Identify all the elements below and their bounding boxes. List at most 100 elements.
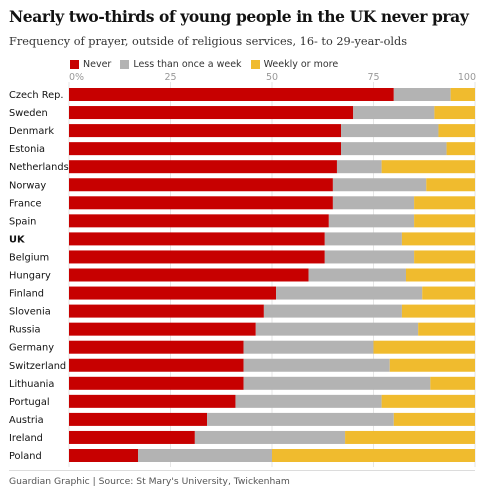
category-label: Norway (9, 180, 46, 191)
bar-segment (430, 376, 475, 390)
bar-segment (434, 106, 475, 120)
bar-segment (243, 340, 374, 354)
bar-segment (401, 304, 475, 318)
legend-swatch-weekly-or-more (250, 59, 260, 69)
bar-segment (381, 160, 475, 174)
bar-segment (69, 376, 244, 390)
bar-segment (393, 412, 475, 426)
bar-segment (138, 449, 272, 462)
bar-segment (308, 268, 406, 282)
category-label: Denmark (9, 126, 54, 137)
category-label: Hungary (9, 271, 51, 282)
bar-segment (243, 376, 431, 390)
bar-segment (69, 430, 195, 444)
bar-segment (328, 214, 415, 228)
bar-segment (414, 214, 475, 228)
bar-segment (69, 88, 394, 101)
bar-segment (69, 232, 325, 246)
legend-item-never: Never (70, 59, 111, 70)
x-tick-label: 25 (164, 72, 176, 83)
bar-segment (341, 142, 447, 156)
bar-segment (69, 124, 342, 138)
category-label: Czech Rep. (9, 90, 63, 101)
bar-segment (69, 106, 354, 120)
bar-segment (405, 268, 475, 282)
legend-item-less-than-weekly: Less than once a week (120, 58, 242, 70)
legend-label-weekly-or-more: Weekly or more (263, 58, 339, 70)
legend-swatch-never (70, 59, 79, 69)
bar-segment (324, 250, 415, 264)
legend-label-never: Never (83, 58, 112, 70)
bar-segment (381, 394, 475, 408)
bar-segment (69, 358, 244, 372)
bar-segment (69, 286, 277, 300)
bar-segment (341, 124, 439, 138)
chart-legend: Never Less than once a week Weekly or mo… (70, 57, 347, 71)
bar-segment (353, 106, 435, 120)
bar-segment (69, 250, 325, 264)
bar-segment (263, 304, 402, 318)
bar-segment (243, 358, 390, 372)
category-label: Slovenia (9, 307, 51, 318)
category-label: Russia (9, 325, 41, 336)
bar-segment (276, 286, 423, 300)
chart-subtitle: Frequency of prayer, outside of religiou… (9, 35, 408, 48)
legend-swatch-less-than-weekly (120, 59, 130, 69)
bar-segment (422, 286, 475, 300)
bar-segment (332, 178, 427, 192)
category-label: Belgium (9, 252, 49, 263)
category-label: Lithuania (9, 379, 54, 390)
bar-segment (69, 449, 139, 462)
bar-segment (272, 449, 475, 462)
bar-segment (69, 178, 333, 192)
stacked-bar-chart: 0% 25 50 75 100 Czech Rep. Sweden Denmark Estoni… (9, 72, 476, 468)
bar-segment (69, 394, 236, 408)
category-label: Portugal (9, 397, 50, 408)
bar-segment (69, 268, 309, 282)
legend-item-weekly-or-more: Weekly or more (250, 58, 339, 70)
bar-segment (414, 196, 475, 210)
bar-segment (426, 178, 475, 192)
bar-segment (235, 394, 382, 408)
bar-segment (414, 250, 475, 264)
category-label: France (9, 198, 42, 209)
category-label: Spain (9, 216, 36, 227)
bar-segment (69, 304, 264, 318)
category-label: Switzerland (9, 361, 66, 372)
bar-segment (69, 340, 244, 354)
chart-title: Nearly two-thirds of young people in the… (9, 7, 469, 26)
bar-segment (324, 232, 402, 246)
bar-segment (373, 340, 475, 354)
bar-segment (438, 124, 475, 138)
bar-segment (69, 412, 208, 426)
x-tick-label: 0% (69, 72, 84, 83)
bar-segment (332, 196, 415, 210)
category-label: Poland (9, 451, 42, 462)
bar-segment (69, 196, 333, 210)
bar-segment (345, 430, 475, 444)
bar-segment (194, 430, 346, 444)
source-note: Guardian Graphic | Source: St Mary's Uni… (9, 476, 290, 487)
x-tick-label: 50 (266, 72, 278, 83)
bar-segment (69, 214, 329, 228)
x-tick-label: 100 (458, 72, 476, 83)
category-label: Netherlands (9, 162, 69, 173)
category-label: Germany (9, 343, 54, 354)
bar-segment (418, 322, 475, 336)
bar-segment (255, 322, 419, 336)
category-label: Ireland (9, 433, 43, 444)
bar-segment (69, 142, 342, 156)
category-label: Sweden (9, 108, 48, 119)
bar-segment (401, 232, 475, 246)
footer-rule (9, 470, 475, 471)
bar-segment (69, 160, 337, 174)
category-label: Estonia (9, 144, 45, 155)
x-tick-label: 75 (367, 72, 379, 83)
bar-segment (393, 88, 451, 101)
legend-label-less-than-weekly: Less than once a week (133, 58, 242, 70)
category-label: UK (9, 234, 25, 245)
category-label: Austria (9, 415, 44, 426)
bar-segment (450, 88, 475, 101)
bar-segment (446, 142, 475, 156)
bar-segment (336, 160, 382, 174)
